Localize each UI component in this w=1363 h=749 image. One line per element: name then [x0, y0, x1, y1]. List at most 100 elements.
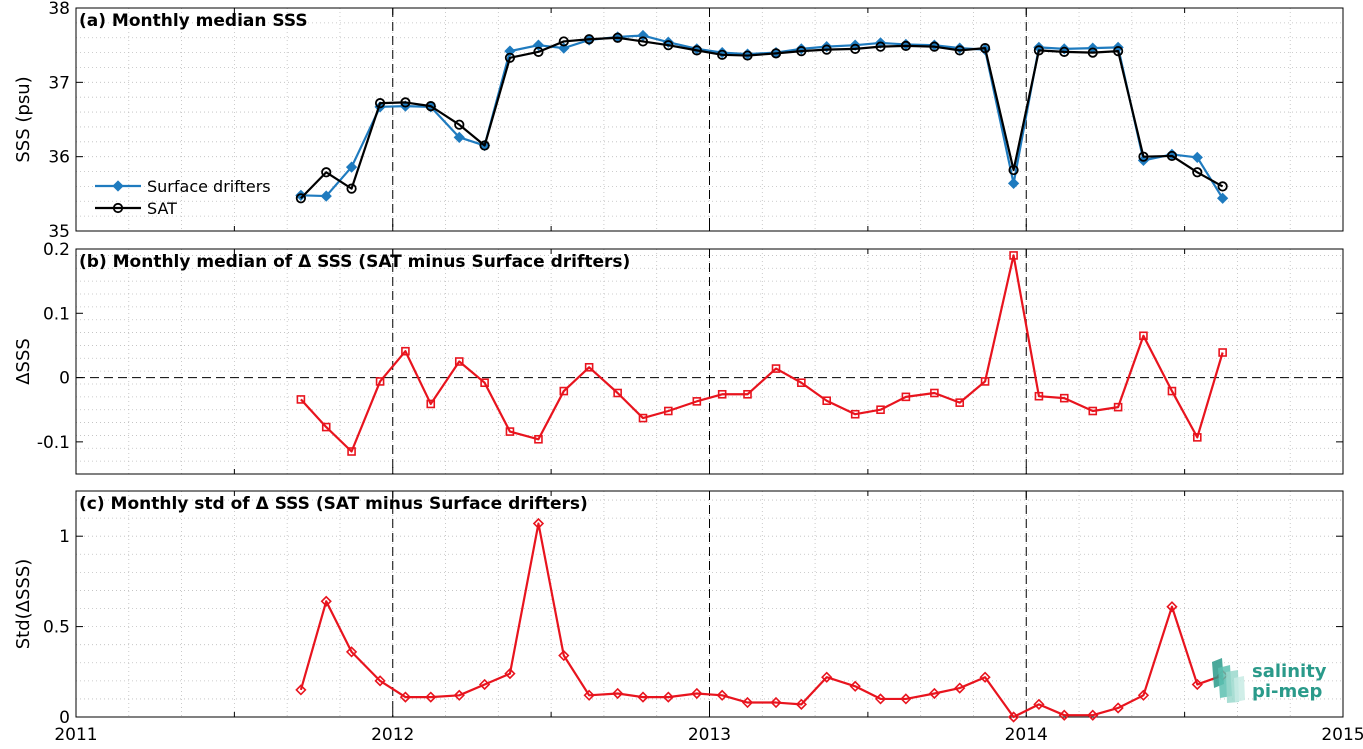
panel-b: -0.1 0 0.1 0.2 ΔSSS (b) Monthly median of Δ S…: [13, 240, 1344, 475]
data-point: [1139, 331, 1148, 341]
data-point: [1034, 391, 1044, 401]
legend-label: SAT: [147, 199, 177, 218]
data-point: [821, 671, 833, 683]
data-point: [1113, 46, 1124, 57]
data-point: [795, 698, 807, 710]
panel-a: 35 36 37 38 SSS (psu) (a) Monthly median SSS S…: [13, 0, 1344, 242]
data-point: [796, 46, 807, 57]
data-point: [1166, 601, 1178, 613]
data-point: [716, 689, 728, 701]
data-point: [717, 49, 728, 60]
data-point: [426, 399, 436, 409]
data-point: [583, 689, 595, 701]
x-tick-label: 2014: [1005, 725, 1048, 745]
data-point: [453, 131, 465, 143]
data-point: [875, 41, 886, 52]
data-point: [850, 43, 861, 54]
data-point: [558, 36, 569, 47]
data-point: [1112, 702, 1124, 714]
data-point: [1192, 167, 1203, 178]
data-point: [930, 388, 939, 398]
y-axis-label: SSS (psu): [13, 76, 34, 162]
data-point: [1009, 251, 1018, 260]
y-axis-label: Std(ΔSSS): [13, 559, 34, 650]
data-point: [1137, 689, 1150, 701]
data-point: [980, 377, 990, 386]
panels: 35 36 37 38 SSS (psu) (a) Monthly median SSS S…: [13, 0, 1344, 728]
data-point: [822, 396, 831, 406]
data-point: [479, 140, 490, 151]
data-point: [663, 40, 674, 51]
data-point: [532, 517, 545, 530]
data-point: [1008, 164, 1019, 176]
data-point: [400, 97, 411, 108]
data-point: [453, 689, 465, 701]
legend-swatch-marker: [112, 180, 124, 192]
data-point: [717, 389, 727, 399]
data-point: [1007, 177, 1020, 190]
data-point: [374, 675, 386, 687]
legend-swatch-marker: [112, 202, 124, 214]
data-point: [901, 392, 911, 402]
data-point: [480, 378, 489, 388]
data-point: [347, 447, 356, 456]
y-tick-label: 0.1: [43, 304, 70, 324]
data-point: [375, 377, 385, 386]
data-point: [955, 398, 965, 407]
x-tick-label: 2012: [371, 725, 414, 745]
data-point: [425, 691, 437, 703]
y-tick-label: 0: [59, 369, 70, 389]
data-point: [691, 45, 702, 56]
data-point: [1058, 709, 1070, 721]
data-point: [1191, 678, 1203, 691]
data-point: [454, 119, 465, 130]
y-tick-label: 35: [48, 222, 70, 242]
data-point: [1088, 406, 1098, 416]
data-point: [637, 36, 649, 47]
logo-line2: pi-mep: [1252, 681, 1322, 702]
data-point: [1007, 711, 1020, 723]
data-point: [345, 646, 358, 658]
data-point: [584, 34, 595, 45]
data-point: [584, 362, 594, 372]
data-point: [1138, 151, 1149, 162]
data-point: [295, 193, 306, 204]
data-point: [399, 691, 412, 703]
data-point: [692, 397, 702, 406]
salinity-pi-mep-logo: salinity pi-mep: [1212, 658, 1327, 703]
y-tick-label: 0.2: [43, 240, 70, 260]
series-line: [300, 254, 1224, 453]
y-tick-label: 1: [59, 527, 70, 547]
series-line: [300, 34, 1224, 199]
series-line: [300, 36, 1224, 200]
y-tick-label: 0.5: [43, 618, 70, 638]
x-axis: 2011 2012 2013 2014 2015: [54, 725, 1363, 745]
data-point: [1113, 402, 1123, 412]
data-point: [1166, 150, 1178, 162]
data-point: [900, 693, 912, 705]
data-point: [928, 687, 941, 700]
data-point: [741, 696, 754, 709]
data-point: [637, 691, 649, 703]
x-tick-label: 2015: [1321, 725, 1363, 745]
data-point: [533, 46, 544, 57]
data-point: [1087, 47, 1098, 58]
panel-c: 0 0.5 1 Std(ΔSSS) (c) Monthly std of Δ SSS (…: [13, 490, 1344, 728]
data-point: [374, 98, 386, 109]
data-point: [664, 406, 673, 416]
data-point: [346, 183, 357, 194]
data-point: [797, 378, 806, 388]
x-tick-label: 2011: [54, 725, 97, 745]
y-tick-label: 38: [48, 0, 70, 19]
data-point: [662, 691, 674, 703]
data-point: [320, 595, 332, 607]
panel-title: (a) Monthly median SSS: [79, 11, 308, 31]
data-point: [321, 422, 331, 432]
data-point: [821, 44, 832, 55]
data-point: [1191, 151, 1203, 164]
data-point: [876, 405, 885, 415]
x-tick-label: 2013: [688, 725, 731, 745]
y-tick-label: 36: [48, 148, 70, 168]
